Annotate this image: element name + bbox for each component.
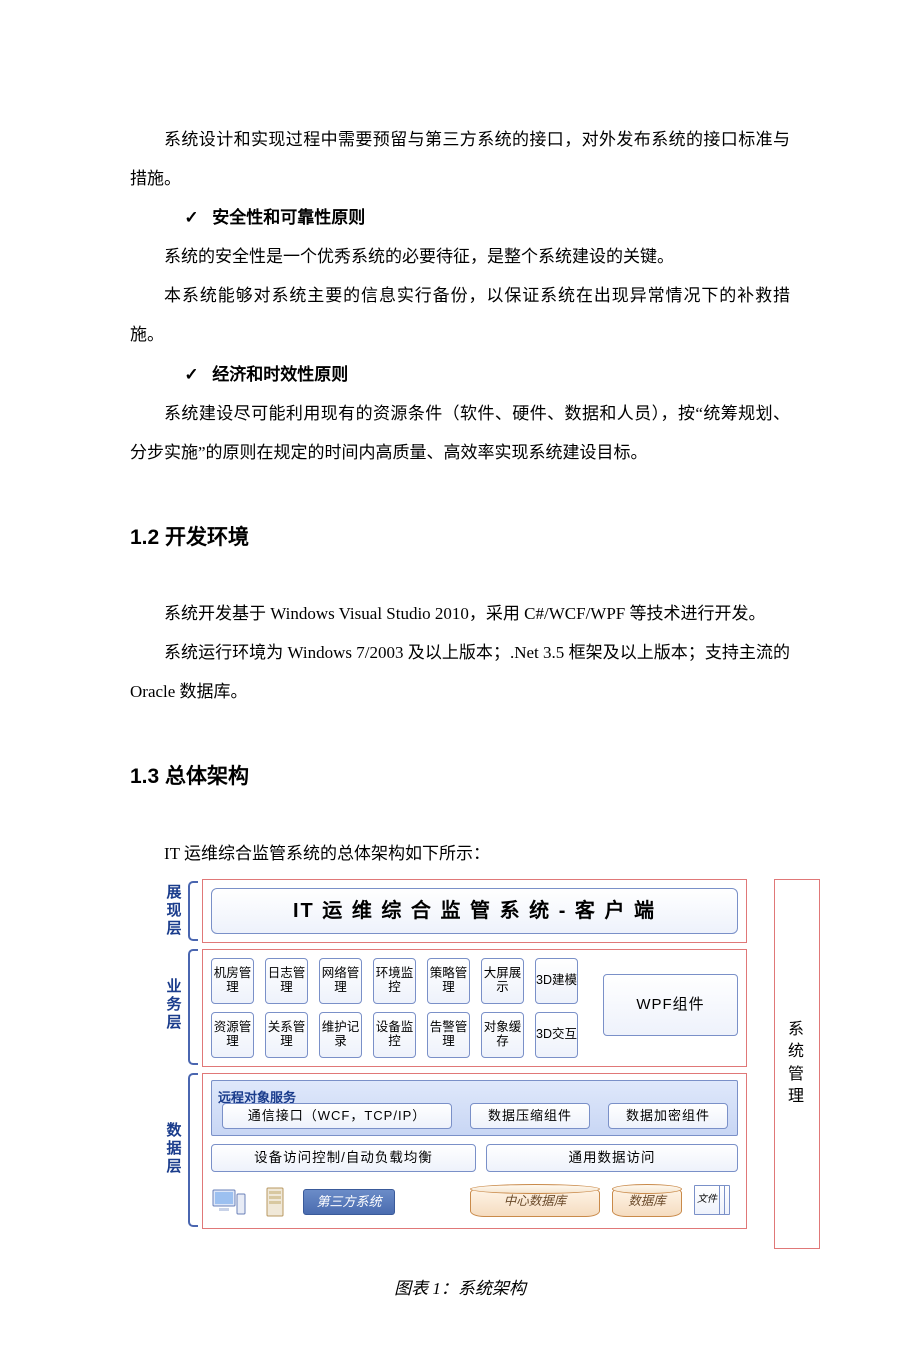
heading-1-3: 1.3 总体架构 <box>130 753 790 801</box>
bullet-security: ✓ 安全性和可靠性原则 <box>130 198 790 237</box>
wpf-box: WPF组件 <box>603 974 738 1036</box>
layer-label-data: 数据层 <box>160 1113 188 1185</box>
paragraph: 系统开发基于 Windows Visual Studio 2010，采用 C#/… <box>130 594 790 633</box>
diagram-main: IT 运 维 综 合 监 管 系 统 - 客 户 端 机房管理 日志管理 网络管… <box>202 879 747 1249</box>
client-bar: IT 运 维 综 合 监 管 系 统 - 客 户 端 <box>211 888 738 934</box>
layer-label-business: 业务层 <box>160 969 188 1041</box>
biz-box: 告警管理 <box>427 1012 470 1058</box>
biz-box: 日志管理 <box>265 958 308 1004</box>
biz-row-1: 机房管理 日志管理 网络管理 环境监控 策略管理 大屏展示 3D建模 <box>211 958 578 1004</box>
biz-box: 策略管理 <box>427 958 470 1004</box>
right-bar: 系 统 管 理 <box>774 879 820 1249</box>
remote-inner: 通信接口（WCF，TCP/IP） 数据压缩组件 数据加密组件 <box>222 1103 727 1129</box>
biz-box: 对象缓存 <box>481 1012 524 1058</box>
layer-labels: 展现层 业务层 数据层 <box>160 879 198 1249</box>
lb-box: 通用数据访问 <box>486 1144 738 1172</box>
lb-box: 设备访问控制/自动负载均衡 <box>211 1144 476 1172</box>
document-page: 系统设计和实现过程中需要预留与第三方系统的接口，对外发布系统的接口标准与措施。 … <box>0 0 920 1368</box>
remote-box: 数据加密组件 <box>608 1103 728 1129</box>
icon-row: 第三方系统 中心数据库 数据库 文件 <box>211 1180 738 1224</box>
figure-caption: 图表 1：系统架构 <box>130 1269 790 1308</box>
biz-box: 3D建模 <box>535 958 578 1004</box>
computer-icon <box>211 1184 247 1220</box>
bracket-icon <box>188 1073 198 1227</box>
biz-box: 机房管理 <box>211 958 254 1004</box>
paragraph: 系统建设尽可能利用现有的资源条件（软件、硬件、数据和人员），按“统筹规划、分步实… <box>130 394 790 472</box>
bullet-text: 经济和时效性原则 <box>212 365 348 384</box>
biz-box: 环境监控 <box>373 958 416 1004</box>
architecture-diagram: 展现层 业务层 数据层 IT 运 维 综 合 监 管 系 统 - 客 户 端 机… <box>160 879 820 1259</box>
paragraph: IT 运维综合监管系统的总体架构如下所示： <box>130 834 790 873</box>
db-cylinder: 中心数据库 <box>470 1187 600 1217</box>
access-row: 设备访问控制/自动负载均衡 通用数据访问 <box>211 1144 738 1172</box>
bracket-icon <box>188 949 198 1065</box>
tier-business: 机房管理 日志管理 网络管理 环境监控 策略管理 大屏展示 3D建模 资源管理 … <box>202 949 747 1067</box>
remote-box: 通信接口（WCF，TCP/IP） <box>222 1103 452 1129</box>
check-icon: ✓ <box>184 208 198 227</box>
db-cylinder: 数据库 <box>612 1187 682 1217</box>
paragraph: 系统设计和实现过程中需要预留与第三方系统的接口，对外发布系统的接口标准与措施。 <box>130 120 790 198</box>
heading-1-2: 1.2 开发环境 <box>130 514 790 562</box>
bracket-icon <box>188 881 198 941</box>
biz-box: 大屏展示 <box>481 958 524 1004</box>
right-bar-text: 系 统 管 理 <box>788 1019 806 1109</box>
remote-service: 远程对象服务 通信接口（WCF，TCP/IP） 数据压缩组件 数据加密组件 <box>211 1080 738 1136</box>
tier-presentation: IT 运 维 综 合 监 管 系 统 - 客 户 端 <box>202 879 747 943</box>
third-party-box: 第三方系统 <box>303 1189 395 1215</box>
biz-row-2: 资源管理 关系管理 维护记录 设备监控 告警管理 对象缓存 3D交互 <box>211 1012 578 1058</box>
biz-box: 维护记录 <box>319 1012 362 1058</box>
check-icon: ✓ <box>184 365 198 384</box>
remote-box: 数据压缩组件 <box>470 1103 590 1129</box>
bullet-economy: ✓ 经济和时效性原则 <box>130 355 790 394</box>
biz-box: 资源管理 <box>211 1012 254 1058</box>
biz-box: 3D交互 <box>535 1012 578 1058</box>
biz-box: 设备监控 <box>373 1012 416 1058</box>
biz-box: 网络管理 <box>319 958 362 1004</box>
tier-data: 远程对象服务 通信接口（WCF，TCP/IP） 数据压缩组件 数据加密组件 设备… <box>202 1073 747 1229</box>
paragraph: 本系统能够对系统主要的信息实行备份，以保证系统在出现异常情况下的补救措施。 <box>130 276 790 354</box>
paragraph: 系统的安全性是一个优秀系统的必要待征，是整个系统建设的关键。 <box>130 237 790 276</box>
biz-box: 关系管理 <box>265 1012 308 1058</box>
paragraph: 系统运行环境为 Windows 7/2003 及以上版本；.Net 3.5 框架… <box>130 633 790 711</box>
server-icon <box>257 1184 293 1220</box>
files-icon: 文件 <box>694 1185 738 1219</box>
layer-label-presentation: 展现层 <box>160 883 188 939</box>
bullet-text: 安全性和可靠性原则 <box>212 208 365 227</box>
